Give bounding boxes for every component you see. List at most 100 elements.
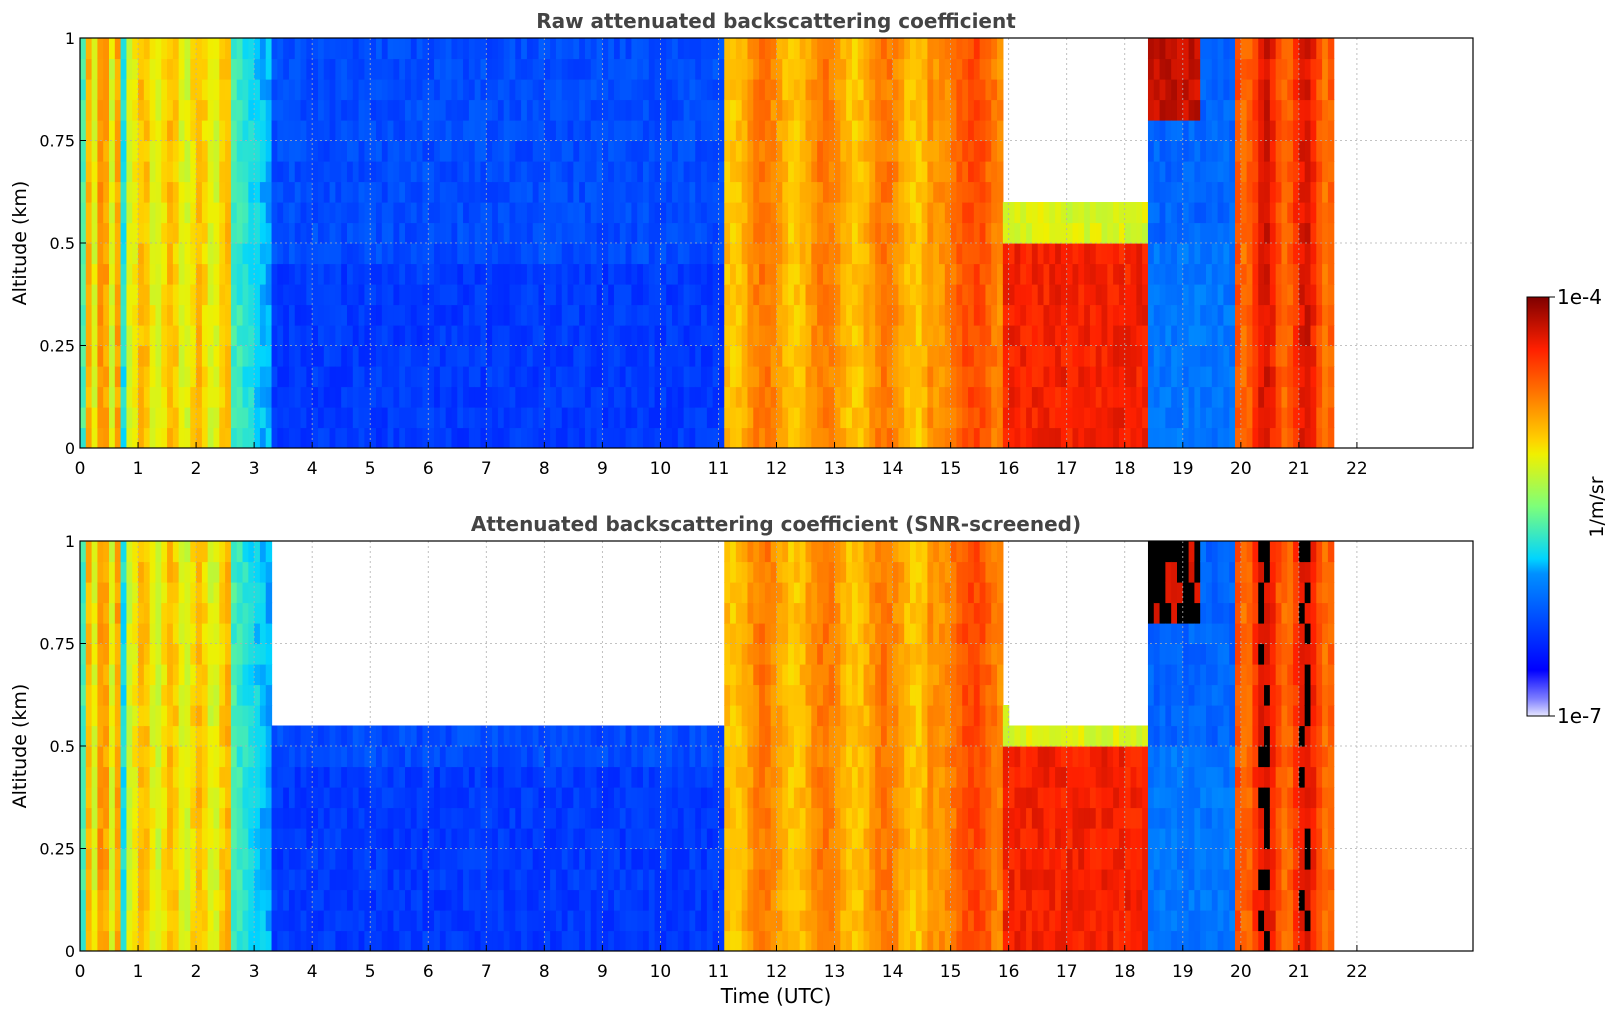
heatmap-cell [1327, 38, 1335, 60]
heatmap-cell [880, 345, 888, 367]
heatmap-cell [660, 181, 667, 203]
heatmap-cell [1124, 325, 1132, 347]
heatmap-cell [1008, 407, 1016, 429]
heatmap-cell [1171, 386, 1178, 408]
heatmap-cell [1113, 304, 1120, 326]
heatmap-cell [782, 263, 789, 285]
heatmap-cell [254, 725, 261, 747]
heatmap-cell [793, 386, 801, 408]
heatmap-cell [288, 386, 296, 408]
heatmap-cell [944, 181, 952, 203]
heatmap-cell [265, 541, 273, 563]
heatmap-cell [184, 664, 191, 686]
heatmap-cell [770, 120, 778, 142]
heatmap-cell [1258, 427, 1265, 448]
heatmap-cell [764, 243, 772, 265]
heatmap-cell [143, 79, 151, 101]
heatmap-cell [1159, 263, 1166, 285]
heatmap-cell [1287, 386, 1294, 408]
heatmap-cell [532, 140, 540, 162]
heatmap-cell [97, 58, 104, 80]
heatmap-cell [300, 766, 307, 788]
heatmap-cell [1107, 263, 1114, 285]
heatmap-cell [149, 684, 157, 706]
heatmap-cell [573, 79, 580, 101]
heatmap-cell [1293, 325, 1300, 347]
heatmap-cell [1258, 263, 1265, 285]
heatmap-cell [892, 304, 899, 326]
heatmap-cell [521, 366, 528, 388]
heatmap-cell [695, 304, 702, 326]
heatmap-cell [1008, 345, 1016, 367]
heatmap-cell [416, 407, 424, 429]
heatmap-cell [1298, 284, 1306, 306]
heatmap-cell [973, 161, 981, 183]
heatmap-cell [782, 161, 789, 183]
heatmap-cell [973, 386, 981, 408]
heatmap-cell [834, 407, 841, 429]
heatmap-cell [230, 746, 238, 768]
heatmap-cell [701, 345, 708, 367]
heatmap-cell [300, 910, 307, 932]
heatmap-cell [1252, 79, 1259, 101]
heatmap-cell [654, 120, 662, 142]
heatmap-cell [358, 325, 365, 347]
heatmap-cell [236, 910, 244, 932]
heatmap-cell [619, 99, 627, 121]
heatmap-cell [230, 602, 238, 624]
heatmap-cell [190, 582, 197, 604]
heatmap-cell [753, 202, 760, 224]
heatmap-cell [143, 684, 151, 706]
heatmap-cell [225, 120, 232, 142]
heatmap-cell [1113, 222, 1120, 244]
heatmap-cell [1281, 38, 1288, 60]
heatmap-cell [933, 140, 940, 162]
heatmap-cell [300, 202, 307, 224]
heatmap-cell [91, 427, 99, 448]
heatmap-cell [155, 766, 162, 788]
heatmap-cell [991, 325, 998, 347]
heatmap-cell [138, 38, 145, 60]
heatmap-cell [1020, 407, 1027, 429]
heatmap-cell [880, 325, 888, 347]
heatmap-cell [1124, 427, 1132, 448]
heatmap-cell [1310, 181, 1317, 203]
heatmap-cell [201, 705, 209, 727]
heatmap-cell [219, 561, 226, 583]
heatmap-cell [277, 386, 284, 408]
heatmap-cell [1258, 222, 1265, 244]
heatmap-cell [584, 202, 592, 224]
heatmap-cell [840, 58, 847, 80]
heatmap-cell [1002, 202, 1010, 224]
heatmap-cell [1264, 366, 1271, 388]
heatmap-cell [677, 38, 685, 60]
heatmap-cell [1281, 284, 1288, 306]
heatmap-cell [1153, 58, 1161, 80]
heatmap-cell [1008, 222, 1016, 244]
heatmap-cell [329, 263, 336, 285]
heatmap-cell [329, 325, 336, 347]
heatmap-cell [880, 263, 888, 285]
heatmap-cell [103, 120, 110, 142]
heatmap-cell [584, 386, 592, 408]
heatmap-cell [225, 561, 232, 583]
heatmap-cell [1049, 407, 1056, 429]
heatmap-cell [497, 181, 505, 203]
heatmap-cell [811, 427, 818, 448]
heatmap-cell [468, 140, 476, 162]
heatmap-cell [248, 664, 255, 686]
heatmap-cell [857, 38, 865, 60]
heatmap-cell [567, 120, 574, 142]
heatmap-cell [480, 161, 487, 183]
heatmap-cell [439, 222, 447, 244]
heatmap-cell [828, 181, 836, 203]
heatmap-cell [283, 746, 290, 768]
heatmap-cell [143, 787, 151, 809]
heatmap-cell [358, 202, 365, 224]
heatmap-cell [1200, 140, 1207, 162]
heatmap-cell [689, 407, 696, 429]
heatmap-cell [1066, 345, 1074, 367]
heatmap-cell [828, 345, 836, 367]
heatmap-cell [259, 541, 267, 563]
heatmap-cell [822, 79, 830, 101]
